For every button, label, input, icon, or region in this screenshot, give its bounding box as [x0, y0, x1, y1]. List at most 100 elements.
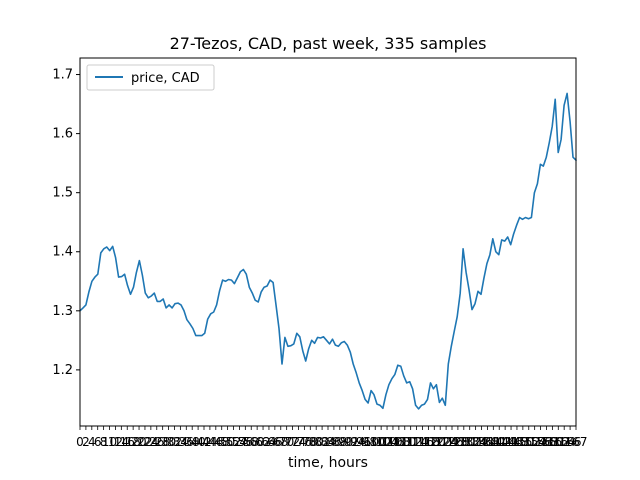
- plot-area: [79, 58, 577, 426]
- x-tick-label: 120: [423, 435, 446, 449]
- x-axis-label: time, hours: [288, 455, 368, 471]
- x-tick-label: 118: [417, 435, 440, 449]
- y-tick-label: 1.6: [52, 127, 73, 142]
- x-tick-label: 142: [488, 435, 511, 449]
- x-tick-label: 84: [320, 435, 335, 449]
- x-tick-label: 44: [202, 435, 217, 449]
- x-tick-label: 146: [500, 435, 523, 449]
- y-tick-label: 1.7: [52, 68, 73, 83]
- x-tick-label: 78: [303, 435, 318, 449]
- legend-label: price, CAD: [131, 71, 200, 86]
- x-tick-label: 36: [179, 435, 194, 449]
- x-tick-label: 126: [441, 435, 464, 449]
- x-tick-label: 66: [267, 435, 282, 449]
- x-tick-label: 156: [529, 435, 552, 449]
- x-tick-label: 72: [285, 435, 300, 449]
- x-tick-label: 94: [350, 435, 365, 449]
- y-axis: 1.2 1.3 1.4 1.5 1.6 1.7: [52, 68, 80, 378]
- x-tick-label: 14: [114, 435, 129, 449]
- x-tick-label: 130: [452, 435, 475, 449]
- x-tick-label: 128: [446, 435, 469, 449]
- x-tick-label: 167: [565, 435, 588, 449]
- x-tick-label: 26: [149, 435, 164, 449]
- x-tick-label: 58: [244, 435, 259, 449]
- axes-frame: [79, 57, 577, 427]
- x-tick-label: 50: [220, 435, 235, 449]
- x-tick-label: 40: [190, 435, 205, 449]
- x-tick-label: 28: [155, 435, 170, 449]
- x-tick-label: 150: [511, 435, 534, 449]
- x-tick-label: 114: [405, 435, 428, 449]
- x-tick-label: 2: [82, 435, 90, 449]
- x-tick-label: 48: [214, 435, 229, 449]
- legend-box: [86, 64, 215, 91]
- x-tick-label: 56: [238, 435, 253, 449]
- x-tick-label: 30: [161, 435, 176, 449]
- y-tick-label: 1.2: [52, 363, 73, 378]
- y-tick-label: 1.3: [52, 304, 73, 319]
- x-tick-label: 68: [273, 435, 288, 449]
- x-tick-label: 160: [541, 435, 564, 449]
- x-tick-label: 92: [344, 435, 359, 449]
- x-tick-label: 116: [411, 435, 434, 449]
- x-tick-label: 96: [356, 435, 371, 449]
- x-tick-label: 18: [126, 435, 141, 449]
- x-tick-label: 124: [435, 435, 458, 449]
- x-tick-label: 64: [261, 435, 276, 449]
- x-tick-label: 104: [376, 435, 399, 449]
- x-tick-label: 70: [279, 435, 294, 449]
- x-tick-label: 134: [464, 435, 487, 449]
- x-tick-label: 112: [399, 435, 422, 449]
- x-tick-label: 136: [470, 435, 493, 449]
- x-tick-label: 4: [88, 435, 96, 449]
- x-tick-label: 144: [494, 435, 517, 449]
- chart-title: 27-Tezos, CAD, past week, 335 samples: [170, 34, 487, 53]
- y-tick-label: 1.5: [52, 186, 73, 201]
- x-tick-label: 100: [364, 435, 387, 449]
- x-tick-label: 6: [94, 435, 102, 449]
- x-tick-label: 122: [429, 435, 452, 449]
- x-tick-label: 34: [173, 435, 188, 449]
- x-tick-label: 32: [167, 435, 182, 449]
- x-tick-label: 62: [255, 435, 270, 449]
- x-tick-label: 20: [131, 435, 146, 449]
- x-tick-label: 90: [338, 435, 353, 449]
- x-tick-label: 46: [208, 435, 223, 449]
- x-tick-label: 10: [102, 435, 117, 449]
- x-tick-label: 24: [143, 435, 158, 449]
- x-tick-label: 108: [387, 435, 410, 449]
- x-tick-label: 82: [314, 435, 329, 449]
- x-tick-label: 12: [108, 435, 123, 449]
- x-tick-label: 88: [332, 435, 347, 449]
- x-tick-label: 86: [326, 435, 341, 449]
- x-tick-label: 8: [100, 435, 108, 449]
- x-tick-label: 106: [381, 435, 404, 449]
- x-tick-label: 166: [559, 435, 582, 449]
- x-tick-label: 0: [76, 435, 84, 449]
- x-tick-label: 80: [309, 435, 324, 449]
- x-axis: 0246810121416182022242628303234363840424…: [76, 426, 587, 449]
- x-tick-label: 132: [458, 435, 481, 449]
- x-tick-label: 38: [185, 435, 200, 449]
- x-tick-label: 162: [547, 435, 570, 449]
- x-tick-label: 54: [232, 435, 247, 449]
- x-tick-label: 158: [535, 435, 558, 449]
- legend: price, CAD: [86, 64, 215, 91]
- x-tick-label: 74: [291, 435, 306, 449]
- x-tick-label: 140: [482, 435, 505, 449]
- x-tick-label: 152: [517, 435, 540, 449]
- x-tick-label: 22: [137, 435, 152, 449]
- x-tick-label: 60: [250, 435, 265, 449]
- x-tick-label: 110: [393, 435, 416, 449]
- y-tick-label: 1.4: [52, 245, 73, 260]
- x-tick-label: 98: [362, 435, 377, 449]
- x-tick-label: 76: [297, 435, 312, 449]
- x-tick-label: 148: [505, 435, 528, 449]
- x-tick-label: 52: [226, 435, 241, 449]
- x-tick-label: 16: [120, 435, 135, 449]
- series-line-price-cad: [79, 92, 577, 410]
- x-tick-label: 164: [553, 435, 576, 449]
- x-tick-label: 154: [523, 435, 546, 449]
- x-tick-label: 42: [196, 435, 211, 449]
